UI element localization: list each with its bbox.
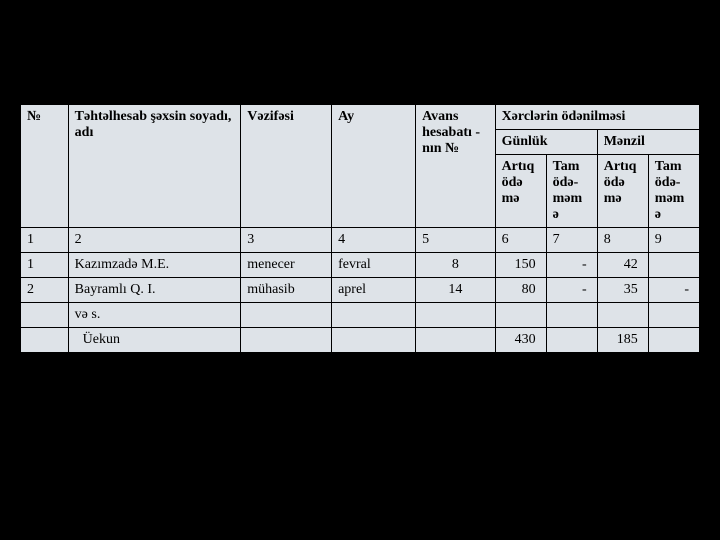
- cell-h-under: -: [648, 278, 699, 303]
- idx-cell: 3: [241, 228, 332, 253]
- idx-cell: 5: [416, 228, 495, 253]
- hdr-month: Ay: [332, 105, 416, 228]
- empty-cell: [546, 328, 597, 353]
- hdr-expenses: Xərclərin ödənilməsi: [495, 105, 699, 130]
- empty-cell: [416, 303, 495, 328]
- etc-row: və s.: [21, 303, 700, 328]
- hdr-daily: Günlük: [495, 130, 597, 155]
- empty-cell: [21, 328, 69, 353]
- cell-advance: 8: [416, 253, 495, 278]
- hdr-daily-over: Artıq ödə mə: [495, 155, 546, 228]
- cell-d-under: -: [546, 253, 597, 278]
- cell-h-over: 42: [597, 253, 648, 278]
- hdr-daily-under: Tam ödə-məm ə: [546, 155, 597, 228]
- cell-name: Kazımzadə M.E.: [68, 253, 241, 278]
- empty-cell: [21, 303, 69, 328]
- total-h-over: 185: [597, 328, 648, 353]
- cell-no: 1: [21, 253, 69, 278]
- empty-cell: [648, 303, 699, 328]
- idx-cell: 1: [21, 228, 69, 253]
- total-d-over: 430: [495, 328, 546, 353]
- hdr-position: Vəzifəsi: [241, 105, 332, 228]
- report-table: № Təhtəlhesab şəxsin soyadı, adı Vəzifəs…: [20, 104, 700, 353]
- table-container: № Təhtəlhesab şəxsin soyadı, adı Vəzifəs…: [20, 104, 700, 353]
- empty-cell: [332, 303, 416, 328]
- cell-no: 2: [21, 278, 69, 303]
- empty-cell: [332, 328, 416, 353]
- cell-h-over: 35: [597, 278, 648, 303]
- idx-cell: 8: [597, 228, 648, 253]
- table-row: 1 Kazımzadə M.E. menecer fevral 8 150 - …: [21, 253, 700, 278]
- hdr-housing-under: Tam ödə-məm ə: [648, 155, 699, 228]
- idx-cell: 4: [332, 228, 416, 253]
- hdr-housing-over: Artıq ödə mə: [597, 155, 648, 228]
- hdr-housing: Mənzil: [597, 130, 699, 155]
- hdr-advance: Avans hesabatı -nın №: [416, 105, 495, 228]
- cell-d-over: 150: [495, 253, 546, 278]
- table-row: 2 Bayramlı Q. I. mühasib aprel 14 80 - 3…: [21, 278, 700, 303]
- cell-advance: 14: [416, 278, 495, 303]
- idx-cell: 6: [495, 228, 546, 253]
- empty-cell: [495, 303, 546, 328]
- header-row-1: № Təhtəlhesab şəxsin soyadı, adı Vəzifəs…: [21, 105, 700, 130]
- empty-cell: [597, 303, 648, 328]
- total-label: Üekun: [68, 328, 241, 353]
- cell-month: aprel: [332, 278, 416, 303]
- hdr-name: Təhtəlhesab şəxsin soyadı, adı: [68, 105, 241, 228]
- hdr-no: №: [21, 105, 69, 228]
- empty-cell: [416, 328, 495, 353]
- idx-cell: 9: [648, 228, 699, 253]
- empty-cell: [546, 303, 597, 328]
- cell-month: fevral: [332, 253, 416, 278]
- idx-cell: 2: [68, 228, 241, 253]
- index-row: 1 2 3 4 5 6 7 8 9: [21, 228, 700, 253]
- cell-h-under: [648, 253, 699, 278]
- empty-cell: [648, 328, 699, 353]
- cell-position: menecer: [241, 253, 332, 278]
- idx-cell: 7: [546, 228, 597, 253]
- total-row: Üekun 430 185: [21, 328, 700, 353]
- cell-d-under: -: [546, 278, 597, 303]
- empty-cell: [241, 328, 332, 353]
- etc-label: və s.: [68, 303, 241, 328]
- cell-d-over: 80: [495, 278, 546, 303]
- cell-name: Bayramlı Q. I.: [68, 278, 241, 303]
- empty-cell: [241, 303, 332, 328]
- cell-position: mühasib: [241, 278, 332, 303]
